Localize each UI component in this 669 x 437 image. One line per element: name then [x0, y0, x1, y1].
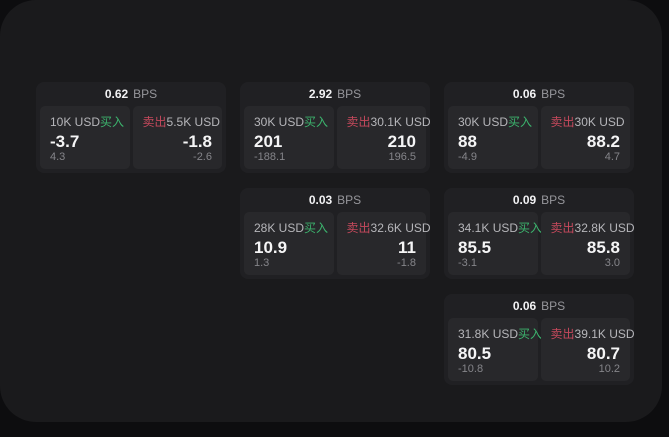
quote-panels: 31.8K USD 买入 80.5 -10.8 卖出 39.1K USD 80.…	[444, 318, 635, 385]
sell-panel[interactable]: 卖出 30K USD 88.2 4.7	[540, 106, 630, 169]
sell-price: -1.8	[182, 132, 212, 151]
quote-card-3[interactable]: 0.06 BPS 30K USD 买入 88 -4.9 卖出 30K USD	[444, 82, 634, 173]
bps-unit-label: BPS	[337, 193, 362, 207]
sell-panel[interactable]: 卖出 30.1K USD 210 196.5	[336, 106, 431, 169]
buy-price: -3.7	[50, 132, 80, 151]
buy-side-label: 买入	[518, 327, 543, 341]
quote-card-1[interactable]: 0.62 BPS 10K USD 买入 -3.7 4.3 卖出 5.5K USD	[36, 82, 226, 173]
buy-side-label: 买入	[508, 115, 533, 129]
buy-sub-value: -4.9	[458, 151, 477, 163]
buy-sub-value: -188.1	[254, 151, 286, 163]
sell-amount: 39.1K USD	[574, 326, 635, 341]
sell-panel[interactable]: 卖出 32.8K USD 85.8 3.0	[540, 212, 635, 275]
sell-panel[interactable]: 卖出 5.5K USD -1.8 -2.6	[132, 106, 222, 169]
sell-price: 85.8	[586, 238, 620, 257]
bps-unit-label: BPS	[541, 193, 566, 207]
sell-amount: 30.1K USD	[370, 114, 431, 129]
card-header: 0.06 BPS	[444, 82, 634, 106]
quote-card-grid: 0.62 BPS 10K USD 买入 -3.7 4.3 卖出 5.5K USD	[36, 82, 635, 385]
sell-sub-value: 3.0	[604, 257, 620, 269]
sell-panel[interactable]: 卖出 32.6K USD 11 -1.8	[336, 212, 431, 275]
sell-amount: 5.5K USD	[166, 114, 220, 129]
buy-side-label: 买入	[100, 115, 125, 129]
sell-sub-value: 4.7	[604, 151, 620, 163]
bps-value: 0.03	[308, 193, 333, 207]
buy-sub-value: 4.3	[50, 151, 66, 163]
bps-unit-label: BPS	[133, 87, 158, 101]
bps-unit-label: BPS	[337, 87, 362, 101]
bps-unit-label: BPS	[541, 299, 566, 313]
quote-card-2[interactable]: 2.92 BPS 30K USD 买入 201 -188.1 卖出 30.1K …	[240, 82, 431, 173]
sell-side-label: 卖出	[142, 115, 167, 129]
sell-side-label: 卖出	[346, 221, 371, 235]
buy-sub-value: -3.1	[458, 257, 477, 269]
sell-sub-value: -2.6	[193, 151, 212, 163]
quote-panels: 28K USD 买入 10.9 1.3 卖出 32.6K USD 11 -1.8	[240, 212, 431, 279]
sell-side-label: 卖出	[346, 115, 371, 129]
quote-panels: 34.1K USD 买入 85.5 -3.1 卖出 32.8K USD 85.8…	[444, 212, 635, 279]
sell-side-label: 卖出	[550, 327, 575, 341]
sell-price: 88.2	[586, 132, 620, 151]
sell-price: 210	[387, 132, 416, 151]
buy-amount: 31.8K USD	[458, 326, 519, 341]
buy-price: 88	[458, 132, 477, 151]
buy-side-label: 买入	[304, 115, 329, 129]
quote-card-4[interactable]: 0.03 BPS 28K USD 买入 10.9 1.3 卖出 32.6K US…	[240, 188, 431, 279]
buy-sub-value: 1.3	[254, 257, 270, 269]
sell-amount: 32.6K USD	[370, 220, 431, 235]
sell-price: 11	[398, 238, 416, 257]
card-header: 0.03 BPS	[240, 188, 430, 212]
buy-amount: 28K USD	[254, 220, 305, 235]
buy-panel[interactable]: 30K USD 买入 88 -4.9	[448, 106, 538, 169]
bps-value: 0.09	[512, 193, 537, 207]
quote-panels: 10K USD 买入 -3.7 4.3 卖出 5.5K USD -1.8 -2.…	[36, 106, 226, 173]
buy-panel[interactable]: 10K USD 买入 -3.7 4.3	[40, 106, 130, 169]
buy-side-label: 买入	[304, 221, 329, 235]
buy-price: 80.5	[458, 344, 492, 363]
bps-value: 0.06	[512, 87, 537, 101]
buy-sub-value: -10.8	[458, 363, 484, 375]
bps-value: 0.62	[104, 87, 129, 101]
bps-value: 0.06	[512, 299, 537, 313]
bps-value: 2.92	[308, 87, 333, 101]
sell-panel[interactable]: 卖出 39.1K USD 80.7 10.2	[540, 318, 635, 381]
quote-card-5[interactable]: 0.09 BPS 34.1K USD 买入 85.5 -3.1 卖出 32.8K…	[444, 188, 635, 279]
buy-panel[interactable]: 34.1K USD 买入 85.5 -3.1	[448, 212, 542, 275]
quote-panels: 30K USD 买入 88 -4.9 卖出 30K USD 88.2 4.7	[444, 106, 634, 173]
card-header: 2.92 BPS	[240, 82, 430, 106]
buy-price: 201	[254, 132, 283, 151]
quote-panels: 30K USD 买入 201 -188.1 卖出 30.1K USD 210 1…	[240, 106, 431, 173]
card-header: 0.06 BPS	[444, 294, 634, 318]
sell-amount: 30K USD	[574, 114, 625, 129]
bps-unit-label: BPS	[541, 87, 566, 101]
buy-price: 10.9	[254, 238, 288, 257]
quote-card-6[interactable]: 0.06 BPS 31.8K USD 买入 80.5 -10.8 卖出 39.1…	[444, 294, 635, 385]
card-header: 0.09 BPS	[444, 188, 634, 212]
sell-sub-value: 10.2	[598, 363, 620, 375]
buy-amount: 30K USD	[458, 114, 509, 129]
buy-amount: 30K USD	[254, 114, 305, 129]
sell-sub-value: 196.5	[388, 151, 416, 163]
sell-sub-value: -1.8	[397, 257, 416, 269]
sell-side-label: 卖出	[550, 221, 575, 235]
buy-panel[interactable]: 31.8K USD 买入 80.5 -10.8	[448, 318, 542, 381]
buy-side-label: 买入	[518, 221, 543, 235]
buy-amount: 10K USD	[50, 114, 101, 129]
buy-panel[interactable]: 28K USD 买入 10.9 1.3	[244, 212, 334, 275]
card-header: 0.62 BPS	[36, 82, 226, 106]
buy-panel[interactable]: 30K USD 买入 201 -188.1	[244, 106, 334, 169]
sell-side-label: 卖出	[550, 115, 575, 129]
app-surface: 0.62 BPS 10K USD 买入 -3.7 4.3 卖出 5.5K USD	[0, 0, 662, 422]
buy-amount: 34.1K USD	[458, 220, 519, 235]
sell-price: 80.7	[586, 344, 620, 363]
buy-price: 85.5	[458, 238, 492, 257]
sell-amount: 32.8K USD	[574, 220, 635, 235]
